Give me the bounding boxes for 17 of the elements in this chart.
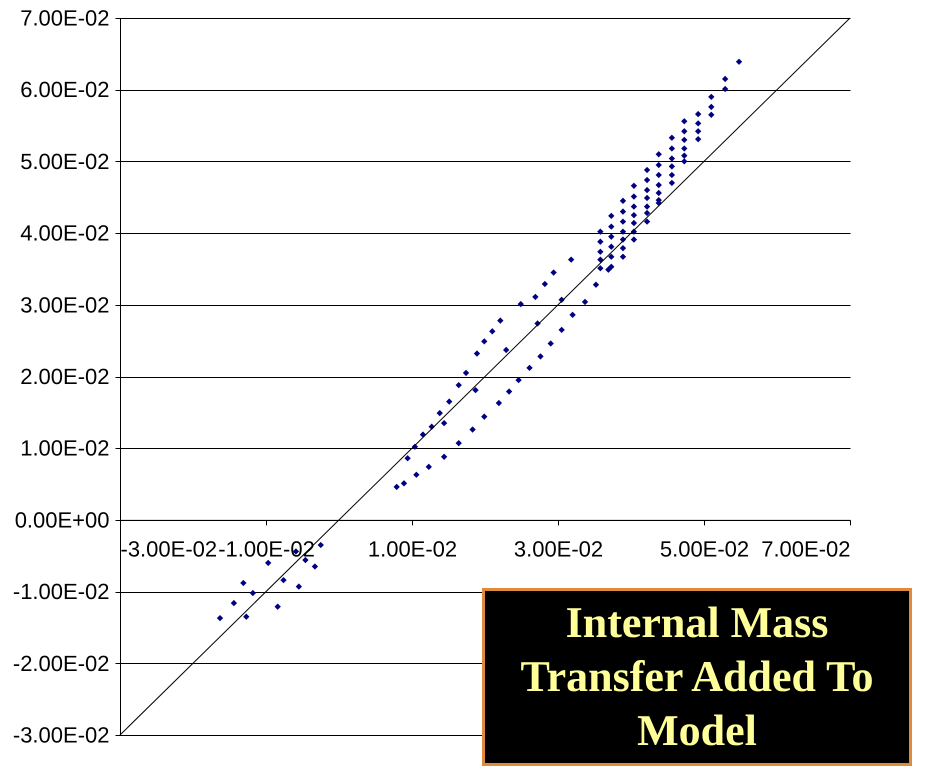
x-tick-label: 7.00E-02 (761, 536, 850, 562)
y-tick-label: 4.00E-02 (20, 220, 110, 246)
x-tick-label: 1.00E-02 (368, 536, 458, 562)
y-tick-label: 5.00E-02 (20, 148, 110, 174)
x-tick-label: 3.00E-02 (514, 536, 604, 562)
x-tick-label: 5.00E-02 (660, 536, 750, 562)
y-tick-label: -2.00E-02 (12, 650, 110, 676)
y-tick-label: 2.00E-02 (20, 364, 110, 389)
y-tick-label: -1.00E-02 (12, 579, 110, 604)
x-tick-label: -3.00E-02 (120, 536, 218, 562)
y-tick-label: 3.00E-02 (20, 292, 110, 318)
y-tick-label: 0.00E+00 (14, 507, 110, 532)
y-tick-label: -3.00E-02 (12, 722, 110, 748)
y-tick-label: 7.00E-02 (20, 6, 110, 30)
note-box: Internal Mass Transfer Added To Model (482, 588, 912, 766)
y-tick-label: 6.00E-02 (20, 77, 110, 102)
y-tick-label: 1.00E-02 (20, 436, 110, 461)
